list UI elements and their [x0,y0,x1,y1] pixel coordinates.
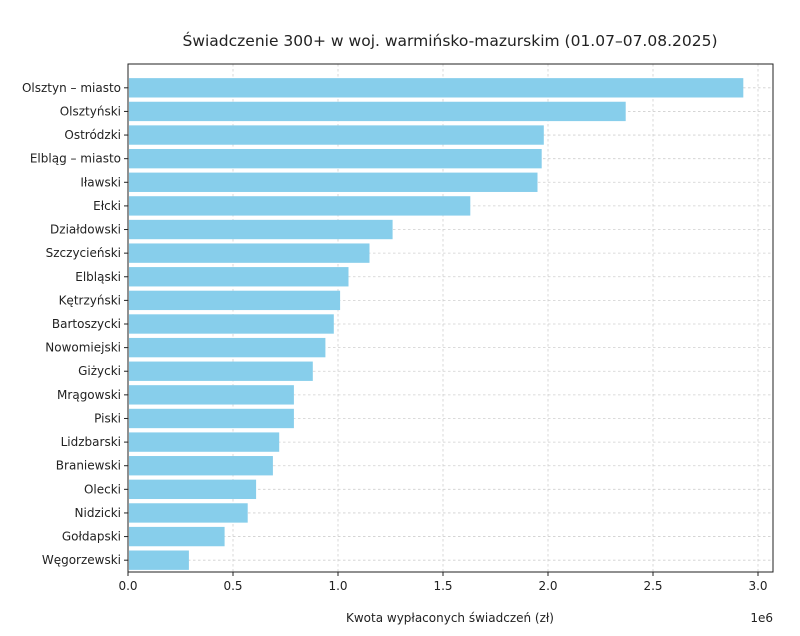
y-tick-label: Szczycieński [46,246,121,260]
bar [129,503,248,523]
bar [129,408,294,429]
x-tick-label: 2.0 [538,579,557,593]
y-tick-label: Mrągowski [57,388,121,402]
bar [129,361,313,381]
y-tick-label: Działdowski [50,223,121,237]
y-tick-label: Bartoszycki [52,317,121,331]
y-tick-label: Węgorzewski [42,553,121,567]
chart-title: Świadczenie 300+ w woj. warmińsko-mazurs… [182,31,717,50]
y-axis: Olsztyn – miasto Olsztyński Ostródzki Elblą… [22,81,128,567]
bar [129,550,189,570]
y-tick-label: Piski [94,411,121,425]
x-tick-label: 1.0 [328,579,347,593]
bar [129,337,326,358]
y-tick-label: Nidzicki [75,506,121,520]
x-tick-label: 0.0 [118,579,137,593]
bar [129,479,257,500]
bar [129,526,225,547]
y-tick-label: Ostródzki [64,128,121,142]
bar [129,456,273,476]
x-axis: 0.0 0.5 1.0 1.5 2.0 2.5 3.0 [118,572,768,593]
bar [129,219,393,240]
bar [129,78,744,98]
bar [129,290,341,311]
y-tick-label: Lidzbarski [61,435,121,449]
axes-frame [127,63,774,573]
bar [129,243,370,263]
y-tick-label: Olecki [84,482,121,496]
bar [129,148,542,169]
bar [129,172,538,192]
y-tick-label: Giżycki [78,364,121,378]
x-tick-label: 1.5 [433,579,452,593]
bar [129,432,280,452]
x-tick-label: 0.5 [223,579,242,593]
y-tick-label: Iławski [80,175,121,189]
x-tick-label: 3.0 [748,579,767,593]
bar [129,125,544,145]
bar [129,196,471,216]
y-tick-label: Olsztyński [60,104,121,118]
y-tick-label: Gołdapski [62,530,121,544]
y-tick-label: Elbląski [75,270,121,284]
bar [129,385,294,405]
x-axis-scale-label: 1e6 [750,611,773,625]
x-tick-label: 2.5 [643,579,662,593]
bar [129,101,626,122]
y-tick-label: Ełcki [93,199,121,213]
y-tick-label: Olsztyn – miasto [22,81,121,95]
y-tick-label: Braniewski [56,459,121,473]
bars [129,78,744,570]
y-tick-label: Elbląg – miasto [30,152,121,166]
x-axis-label: Kwota wypłaconych świadczeń (zł) [346,611,554,625]
bar [129,314,334,334]
plot-frame [127,63,774,573]
y-tick-label: Kętrzyński [59,293,121,307]
bar [129,267,349,287]
y-tick-label: Nowomiejski [45,341,121,355]
